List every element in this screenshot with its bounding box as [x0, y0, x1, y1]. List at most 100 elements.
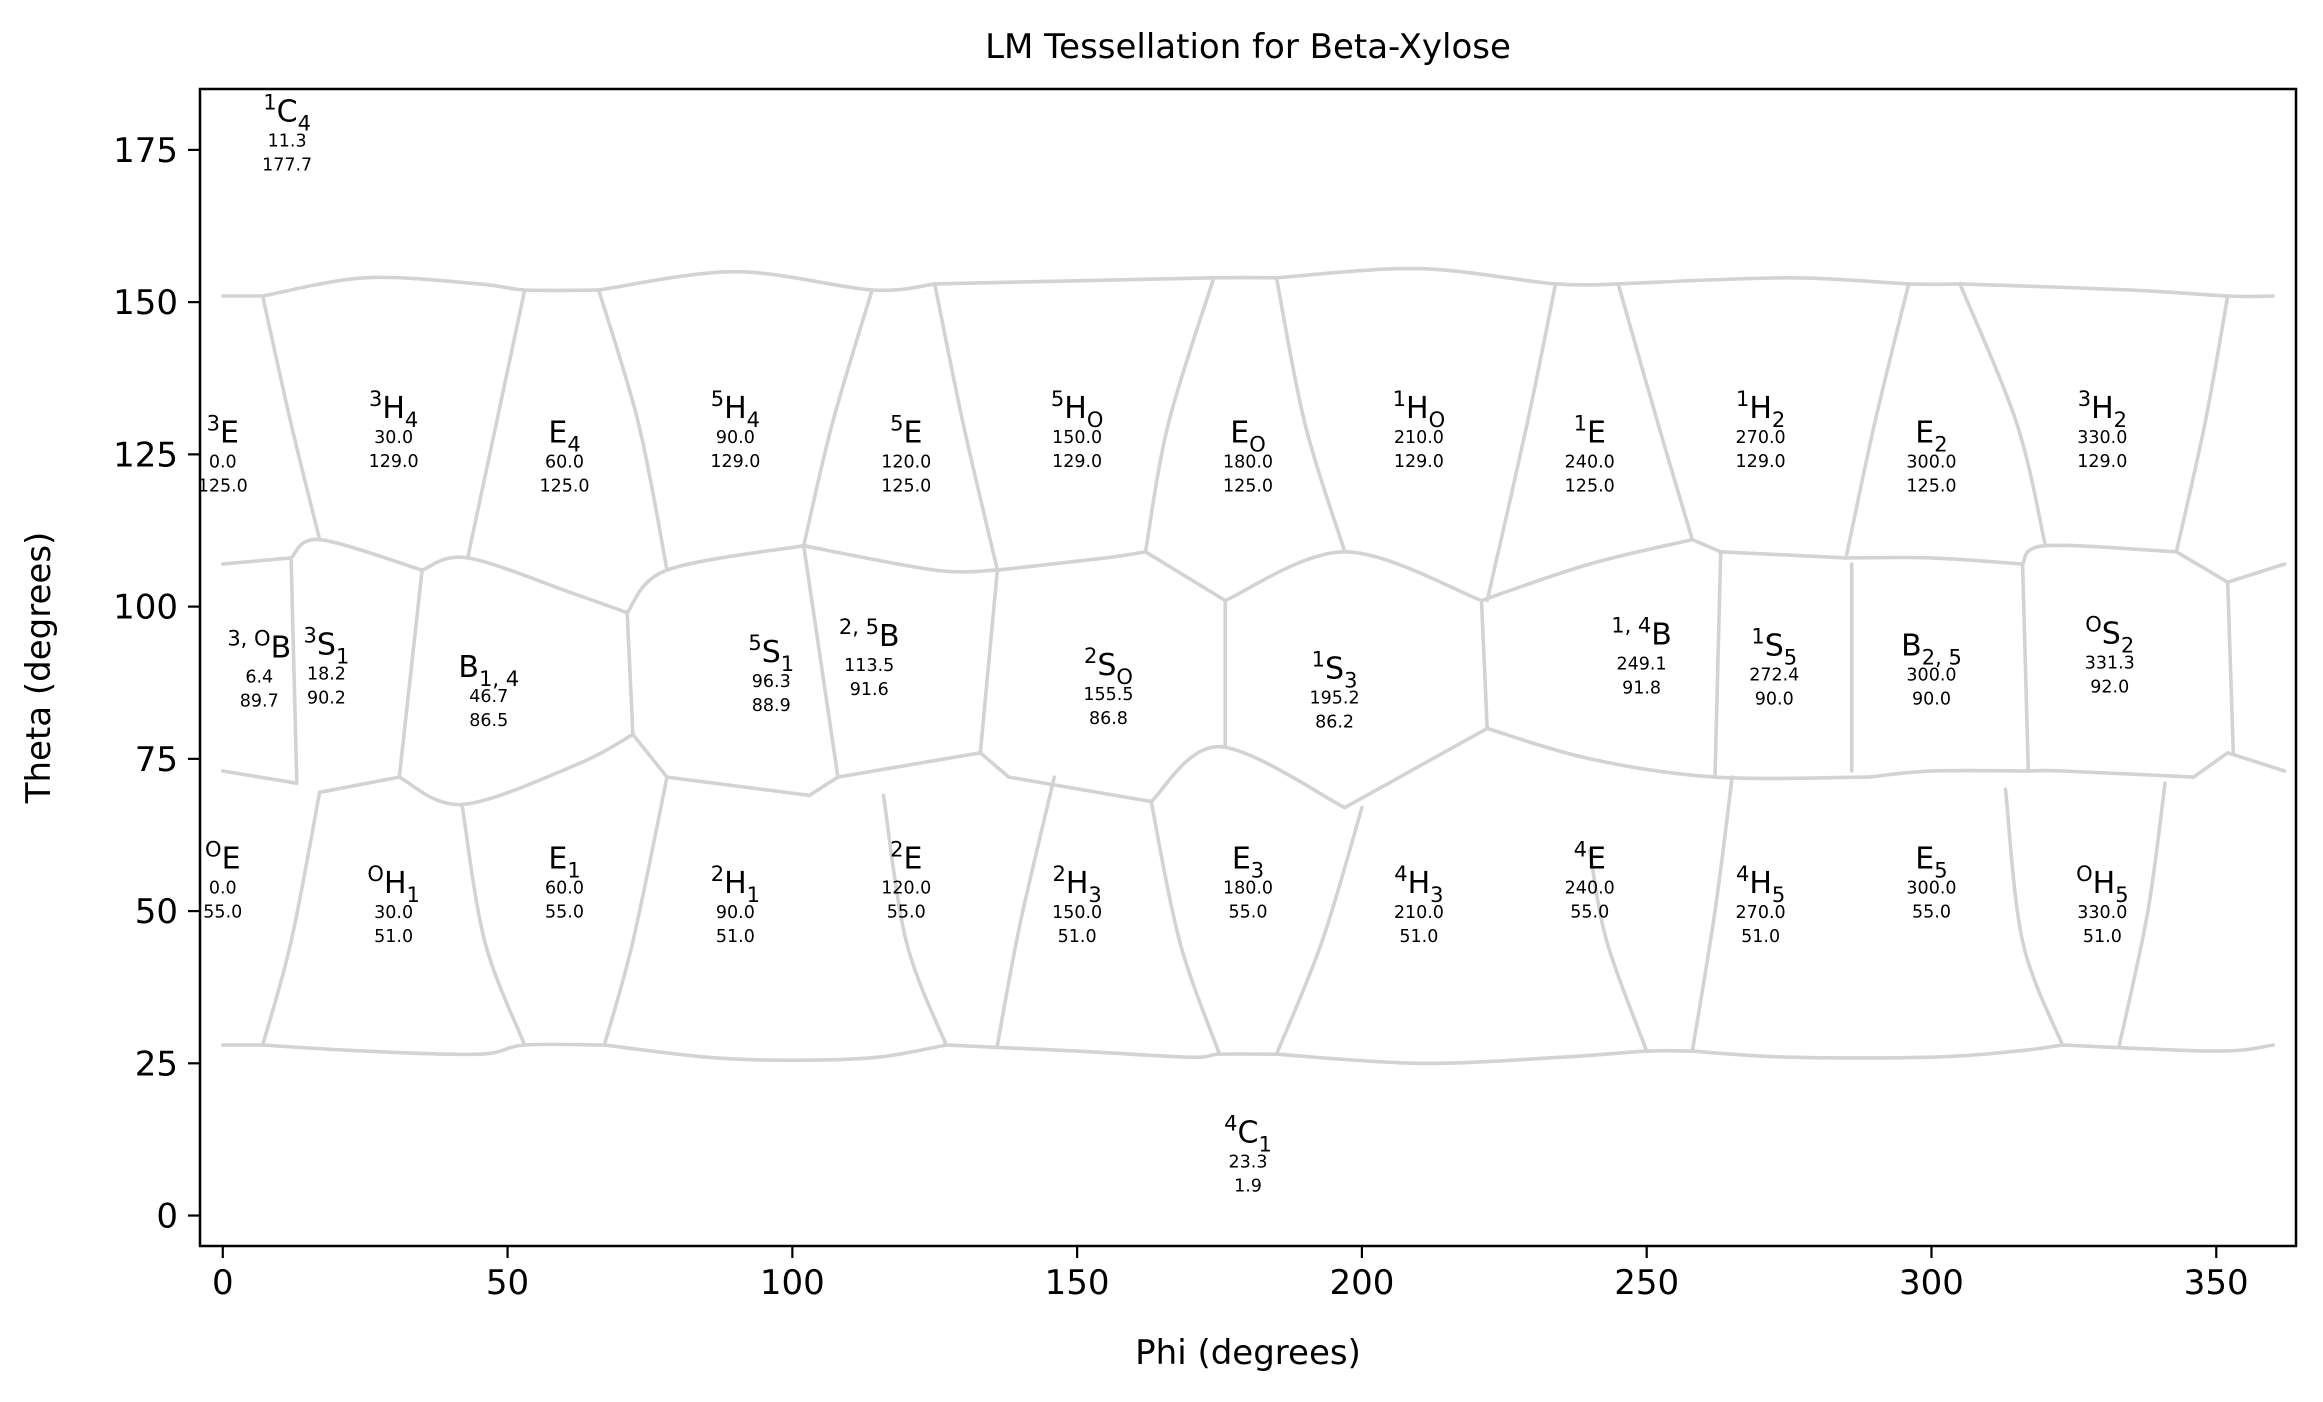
puckering-name: 4H3 [1394, 862, 1443, 907]
phi-value: 300.0 [1906, 879, 1956, 899]
y-tick-label: 75 [135, 740, 178, 780]
tessellation-edges [221, 266, 2287, 1066]
puckering-name: 5HO [1051, 387, 1103, 432]
phi-value: 150.0 [1052, 903, 1102, 923]
y-tick-label: 25 [135, 1044, 178, 1084]
theta-value: 129.0 [2077, 452, 2127, 472]
tessellation-edge [1485, 726, 1871, 781]
y-tick-label: 0 [156, 1197, 178, 1237]
theta-value: 1.9 [1234, 1177, 1262, 1197]
tessellation-edge [1958, 282, 2275, 299]
phi-value: 18.2 [307, 664, 346, 684]
phi-value: 272.4 [1749, 666, 1799, 686]
phi-value: 180.0 [1223, 879, 1273, 899]
theta-value: 125.0 [1906, 476, 1956, 496]
tessellation-edge [397, 568, 424, 779]
puckering-name: 1S5 [1751, 625, 1797, 670]
tessellation-edge [1274, 1048, 1695, 1066]
puckering-name: 3H4 [369, 387, 418, 432]
theta-value: 125.0 [198, 476, 248, 496]
phi-value: 270.0 [1736, 903, 1786, 923]
tessellation-edge [460, 802, 527, 1047]
puckering-name: OH1 [367, 862, 419, 907]
tessellation-edge [596, 288, 669, 572]
puckering-name: 5E [890, 411, 922, 450]
tessellation-edge [397, 732, 635, 807]
tessellation-edge [1718, 550, 1848, 560]
theta-value: 129.0 [1052, 452, 1102, 472]
tessellation-edge [221, 556, 293, 566]
phi-value: 155.5 [1083, 685, 1133, 705]
x-tick-label: 0 [212, 1263, 234, 1303]
puckering-name: OH5 [2076, 862, 2128, 907]
theta-value: 125.0 [1565, 476, 1615, 496]
tessellation-edge [2117, 781, 2167, 1047]
tessellation-edge [1143, 276, 1216, 554]
phi-value: 331.3 [2085, 653, 2135, 673]
puckering-name: B1, 4 [458, 650, 519, 691]
puckering-point: 3, OB6.4 89.7 [227, 626, 291, 711]
theta-value: 177.7 [262, 155, 312, 175]
phi-value: 150.0 [1052, 428, 1102, 448]
tessellation-edge [1143, 550, 1227, 603]
puckering-name: 2, 5B [839, 615, 900, 654]
tessellation-edge [978, 568, 1000, 755]
tessellation-edge [1479, 537, 1695, 603]
theta-value: 90.0 [1912, 690, 1951, 710]
tessellation-edge [1149, 799, 1222, 1056]
x-axis-label: Phi (degrees) [1135, 1333, 1361, 1373]
phi-value: 46.7 [469, 687, 508, 707]
tessellation-edge [1007, 775, 1153, 804]
chart-title: LM Tessellation for Beta-Xylose [985, 27, 1511, 67]
tessellation-edge [1844, 282, 1911, 560]
theta-value: 51.0 [1399, 927, 1438, 947]
theta-value: 55.0 [1912, 903, 1951, 923]
tessellation-edge [995, 775, 1057, 1047]
tessellation-edge [1587, 848, 1649, 1053]
puckering-name: 2E [890, 838, 922, 877]
tessellation-edge [260, 790, 322, 1047]
tessellation-edge [465, 288, 527, 560]
tessellation-edge [944, 1043, 1279, 1060]
puckering-name: 1E [1574, 411, 1606, 450]
phi-value: 240.0 [1565, 452, 1615, 472]
theta-value: 89.7 [240, 691, 279, 711]
tessellation-edge [317, 775, 402, 795]
theta-value: 88.9 [752, 696, 791, 716]
puckering-name: 2SO [1084, 644, 1133, 689]
puckering-name: E3 [1232, 842, 1264, 883]
puckering-name: 2H1 [711, 862, 760, 907]
tessellation-edge [289, 537, 424, 572]
tessellation-edge [1867, 768, 2031, 779]
phi-value: 240.0 [1565, 879, 1615, 899]
theta-value: 51.0 [2083, 927, 2122, 947]
theta-value: 129.0 [1394, 452, 1444, 472]
theta-value: 55.0 [545, 903, 584, 923]
tessellation-edge [1274, 266, 1620, 287]
theta-value: 86.8 [1089, 709, 1128, 729]
tessellation-edge [807, 775, 840, 798]
y-tick-label: 150 [113, 283, 178, 323]
tessellation-edge [881, 793, 948, 1047]
theta-value: 51.0 [1741, 927, 1780, 947]
y-axis-label: Theta (degrees) [19, 532, 59, 805]
theta-value: 55.0 [1570, 903, 1609, 923]
x-tick-label: 150 [1045, 1263, 1110, 1303]
tessellation-edge [2060, 1043, 2275, 1053]
